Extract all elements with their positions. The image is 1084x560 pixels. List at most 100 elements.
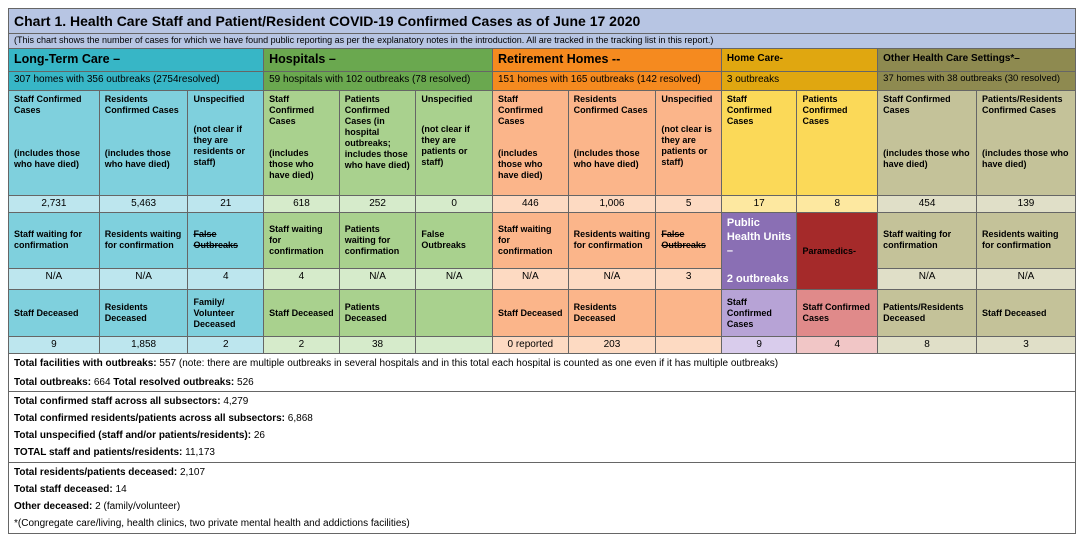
value-hos-empty [415, 336, 493, 354]
label-oth-residents-waiting: Residents waiting for confirmation [975, 212, 1077, 269]
value-oth-staff-waiting: N/A [877, 267, 977, 291]
value-ltc-family-deceased: 2 [187, 336, 265, 354]
value-oth-patients: 139 [975, 195, 1077, 213]
total-staff-deceased-line: Total staff deceased: 14 [14, 484, 127, 495]
totals-confirmed-block: Total confirmed staff across all subsect… [8, 391, 1076, 463]
other-deceased-line: Other deceased: 2 (family/volunteer) [14, 501, 181, 512]
value-hos-staff-deceased: 2 [263, 336, 340, 354]
value-hos-patients: 252 [338, 195, 417, 213]
header-rh-unspecified: Unspecified (not clear is they are patien… [655, 90, 722, 196]
total-confirmed-staff-line: Total confirmed staff across all subsect… [14, 396, 249, 407]
value-paramedics-staff-confirmed: 4 [796, 336, 879, 354]
label-ltc-residents-deceased: Residents Deceased [98, 289, 189, 337]
home-care-summary: 3 outbreaks [720, 71, 879, 91]
value-ltc-unspecified: 21 [187, 195, 265, 213]
value-phu-staff-confirmed: 9 [720, 336, 798, 354]
value-hos-staff: 618 [263, 195, 340, 213]
label-oth-patients-deceased: Patients/Residents Deceased [877, 289, 977, 337]
header-ltc-residents: Residents Confirmed Cases (includes those… [98, 90, 189, 196]
label-rh-residents-deceased: Residents Deceased [567, 289, 657, 337]
total-unspecified-line: Total unspecified (staff and/or patients… [14, 430, 265, 441]
value-hc-staff: 17 [720, 195, 798, 213]
value-ltc-residents-waiting: N/A [98, 267, 189, 291]
hospitals-summary: 59 hospitals with 102 outbreaks (78 reso… [263, 71, 493, 91]
total-outbreaks-line: Total outbreaks: 664 Total resolved outb… [14, 377, 254, 388]
value-rh-staff-waiting: N/A [491, 267, 569, 291]
covid-cases-table: Chart 1. Health Care Staff and Patient/R… [7, 8, 1077, 534]
value-hos-staff-waiting: 4 [263, 267, 340, 291]
label-ltc-staff-deceased: Staff Deceased [8, 289, 100, 337]
header-rh-staff: Staff Confirmed Cases (includes those who… [491, 90, 569, 196]
total-staff-and-patients-line: TOTAL staff and patients/residents: 11,1… [14, 447, 215, 458]
totals-facilities-block: Total facilities with outbreaks: 557 (no… [8, 353, 1076, 392]
value-ltc-false-outbreaks: 4 [187, 267, 265, 291]
label-rh-empty [655, 289, 722, 337]
value-oth-staff: 454 [877, 195, 977, 213]
label-phu-staff-confirmed: Staff Confirmed Cases [720, 289, 798, 337]
value-ltc-staff: 2,731 [8, 195, 100, 213]
value-hos-false-outbreaks: N/A [415, 267, 493, 291]
value-ltc-residents-deceased: 1,858 [98, 336, 189, 354]
label-public-health-units: Public Health Units –2 outbreaks [720, 212, 798, 290]
section-home-care: Home Care- [720, 48, 879, 72]
value-oth-patients-deceased: 8 [877, 336, 977, 354]
label-hos-patients-waiting: Patients waiting for confirmation [338, 212, 417, 269]
header-hc-staff: Staff Confirmed Cases [720, 90, 798, 196]
label-oth-staff-waiting: Staff waiting for confirmation [877, 212, 977, 269]
header-oth-staff: Staff Confirmed Cases (includes those who… [877, 90, 977, 196]
chart-title: Chart 1. Health Care Staff and Patient/R… [8, 8, 1076, 34]
label-rh-false-outbreaks: False Outbreaks [655, 212, 722, 269]
value-hc-patients: 8 [796, 195, 879, 213]
section-hospitals: Hospitals – [263, 48, 493, 72]
value-hos-patients-deceased: 38 [338, 336, 417, 354]
label-hos-staff-waiting: Staff waiting for confirmation [263, 212, 340, 269]
value-rh-staff: 446 [491, 195, 569, 213]
value-rh-residents-waiting: N/A [567, 267, 657, 291]
header-hos-staff: Staff Confirmed Cases (includes those who… [263, 90, 340, 196]
header-hos-patients: Patients Confirmed Cases (in hospital ou… [338, 90, 417, 196]
value-rh-staff-deceased: 0 reported [491, 336, 569, 354]
label-ltc-false-outbreaks: False Outbreaks [187, 212, 265, 269]
public-health-units-outbreaks: 2 outbreaks [726, 273, 789, 285]
value-hos-patients-waiting: N/A [338, 267, 417, 291]
label-rh-staff-waiting: Staff waiting for confirmation [491, 212, 569, 269]
label-hos-patients-deceased: Patients Deceased [338, 289, 417, 337]
total-confirmed-residents-line: Total confirmed residents/patients acros… [14, 413, 313, 424]
header-ltc-staff: Staff Confirmed Cases (includes those who… [8, 90, 100, 196]
label-paramedics: Paramedics- [796, 212, 879, 290]
label-hos-empty [415, 289, 493, 337]
section-retirement-homes: Retirement Homes -- [491, 48, 722, 72]
value-oth-staff-deceased: 3 [975, 336, 1077, 354]
section-other-settings: Other Health Care Settings*– [877, 48, 1076, 72]
label-oth-staff-deceased: Staff Deceased [975, 289, 1077, 337]
value-rh-unspecified: 5 [655, 195, 722, 213]
value-ltc-staff-waiting: N/A [8, 267, 100, 291]
value-ltc-residents: 5,463 [98, 195, 189, 213]
value-hos-unspecified: 0 [415, 195, 493, 213]
label-ltc-family-deceased: Family/ Volunteer Deceased [187, 289, 265, 337]
value-ltc-staff-deceased: 9 [8, 336, 100, 354]
value-oth-residents-waiting: N/A [975, 267, 1077, 291]
label-hos-staff-deceased: Staff Deceased [263, 289, 340, 337]
label-ltc-residents-waiting: Residents waiting for confirmation [98, 212, 189, 269]
footnote: *(Congregate care/living, health clinics… [14, 518, 410, 529]
totals-deceased-block: Total residents/patients deceased: 2,107… [8, 462, 1076, 534]
label-hos-false-outbreaks: False Outbreaks [415, 212, 493, 269]
label-rh-residents-waiting: Residents waiting for confirmation [567, 212, 657, 269]
header-rh-residents: Residents Confirmed Cases (includes those… [567, 90, 657, 196]
value-rh-residents: 1,006 [567, 195, 657, 213]
other-settings-summary: 37 homes with 38 outbreaks (30 resolved) [877, 71, 1076, 91]
section-long-term-care: Long-Term Care – [7, 48, 265, 72]
label-ltc-staff-waiting: Staff waiting for confirmation [8, 212, 100, 269]
label-paramedics-staff-confirmed: Staff Confirmed Cases [796, 289, 879, 337]
value-rh-false-outbreaks: 3 [655, 267, 722, 291]
total-residents-deceased-line: Total residents/patients deceased: 2,107 [14, 467, 206, 478]
chart-note: (This chart shows the number of cases fo… [8, 33, 1076, 49]
header-ltc-unspecified: Unspecified (not clear if they are reside… [187, 90, 265, 196]
header-hos-unspecified: Unspecified (not clear if they are patien… [415, 90, 493, 196]
label-rh-staff-deceased: Staff Deceased [491, 289, 569, 337]
total-facilities-line: Total facilities with outbreaks: 557 (no… [14, 358, 779, 369]
value-rh-residents-deceased: 203 [567, 336, 657, 354]
header-hc-patients: Patients Confirmed Cases [796, 90, 879, 196]
ltc-summary: 307 homes with 356 outbreaks (2754resolv… [7, 71, 265, 91]
